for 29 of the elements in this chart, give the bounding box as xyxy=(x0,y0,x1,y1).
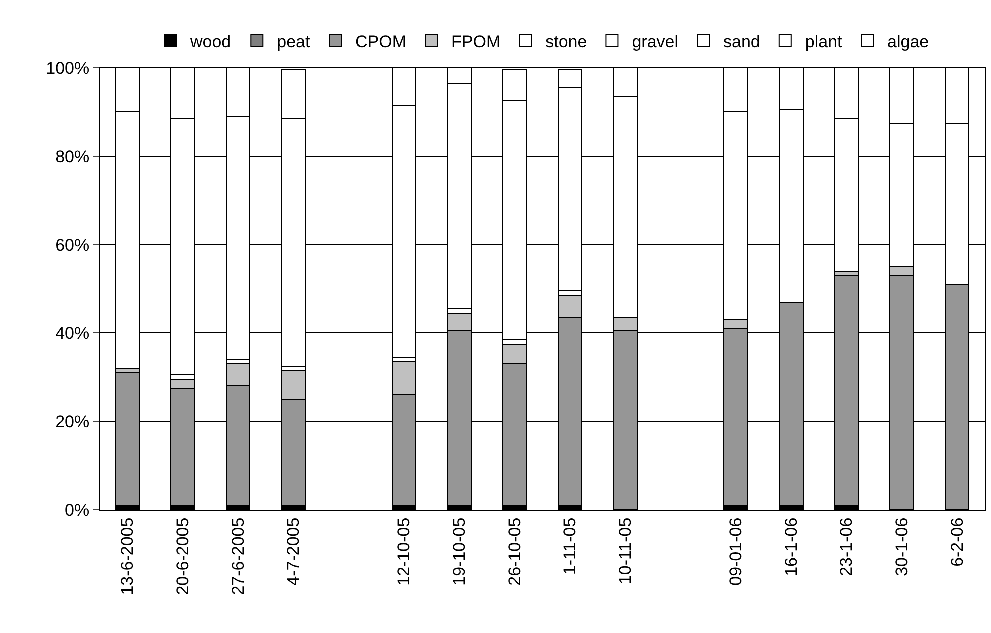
x-tick-label: 16-1-06 xyxy=(782,518,801,576)
x-tick-label: 23-1-06 xyxy=(837,518,856,576)
x-tick-label: 12-10-05 xyxy=(394,518,414,586)
x-tick-label: 10-11-05 xyxy=(616,518,635,585)
legend-label: wood xyxy=(190,32,232,52)
y-tick-label: 40% xyxy=(56,324,90,344)
y-tick-label: 0% xyxy=(65,500,90,520)
y-tick-label: 80% xyxy=(56,147,90,166)
legend-label: plant xyxy=(805,32,843,52)
x-tick-label: 27-6-2005 xyxy=(228,518,248,596)
legend-label: stone xyxy=(546,32,588,52)
legend-label: algae xyxy=(888,32,930,52)
y-tick-label: 20% xyxy=(56,412,90,432)
x-tick-label: 26-10-05 xyxy=(505,518,524,586)
x-tick-label: 30-1-06 xyxy=(892,518,912,576)
legend-label: sand xyxy=(724,32,760,52)
legend-label: CPOM xyxy=(356,32,407,52)
legend-label: gravel xyxy=(632,32,679,52)
x-tick-label: 4-7-2005 xyxy=(284,518,304,586)
y-tick-label: 60% xyxy=(56,236,90,255)
x-tick-label: 6-2-06 xyxy=(948,518,967,567)
legend-label: FPOM xyxy=(452,32,501,52)
legend-label: peat xyxy=(277,32,311,52)
x-tick-label: 20-6-2005 xyxy=(173,518,192,596)
x-tick-label: 1-11-05 xyxy=(560,518,580,576)
x-tick-label: 13-6-2005 xyxy=(118,518,138,596)
x-tick-label: 19-10-05 xyxy=(450,518,470,586)
y-tick-label: 100% xyxy=(46,58,90,78)
x-tick-label: 09-01-06 xyxy=(726,518,746,586)
